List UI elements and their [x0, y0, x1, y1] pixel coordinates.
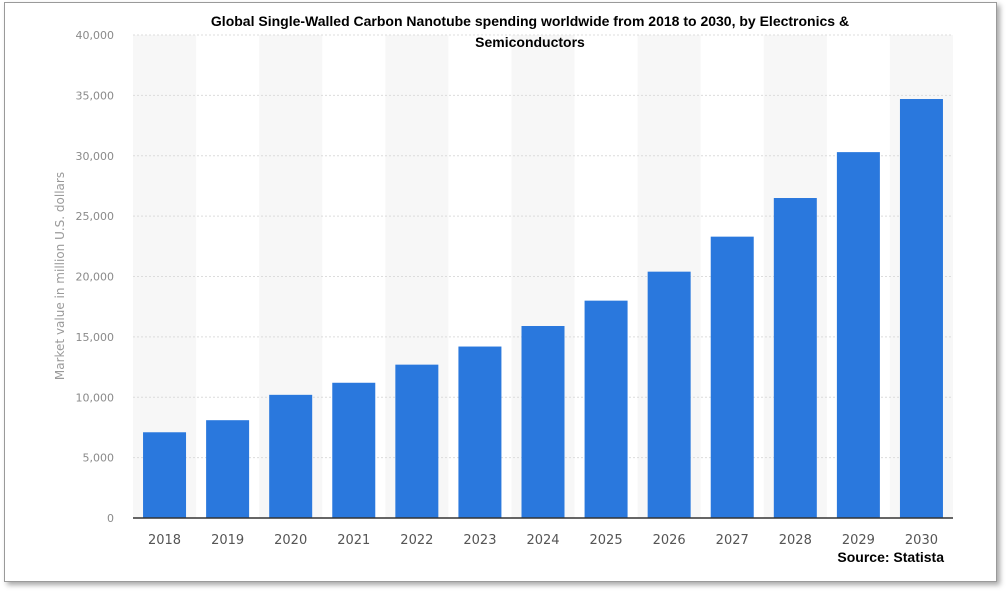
- y-tick-label: 20,000: [76, 271, 115, 284]
- bar-2019: [206, 420, 250, 518]
- y-tick-label: 15,000: [76, 331, 115, 344]
- x-tick-label: 2018: [148, 533, 181, 548]
- y-axis-label: Market value in million U.S. dollars: [53, 172, 67, 380]
- y-tick-label: 35,000: [76, 89, 115, 102]
- bar-2026: [647, 271, 691, 518]
- bar-2028: [773, 198, 817, 518]
- bar-2027: [710, 236, 754, 518]
- bar-2030: [899, 98, 943, 518]
- bar-2025: [584, 300, 628, 518]
- x-tick-label: 2024: [526, 533, 559, 548]
- x-tick-labels: 2018 2019 2020 2021 2022 2023 2024 2025 2026 2027…: [148, 533, 938, 548]
- y-tick-labels: 0 5,000 10,000 15,000 20,000 25,000 30,000 35,0…: [76, 29, 115, 525]
- x-tick-label: 2027: [716, 533, 749, 548]
- x-tick-label: 2026: [653, 533, 686, 548]
- bar-2022: [395, 364, 439, 518]
- y-tick-label: 5,000: [83, 452, 115, 465]
- x-tick-label: 2021: [337, 533, 370, 548]
- x-tick-label: 2020: [274, 533, 307, 548]
- bar-2029: [836, 152, 880, 518]
- x-tick-label: 2028: [779, 533, 812, 548]
- bar-2020: [269, 394, 313, 518]
- y-tick-label: 40,000: [76, 29, 115, 42]
- y-tick-label: 30,000: [76, 150, 115, 163]
- x-tick-label: 2029: [842, 533, 875, 548]
- x-tick-label: 2025: [590, 533, 623, 548]
- x-tick-label: 2023: [463, 533, 496, 548]
- bar-2018: [143, 432, 187, 518]
- bars: [143, 98, 943, 518]
- chart-title-line-1: Global Single-Walled Carbon Nanotube spe…: [211, 13, 849, 29]
- bar-2023: [458, 346, 502, 518]
- x-tick-label: 2030: [905, 533, 938, 548]
- x-tick-label: 2019: [211, 533, 244, 548]
- bar-2024: [521, 326, 565, 518]
- x-tick-label: 2022: [400, 533, 433, 548]
- bar-2021: [332, 382, 376, 518]
- y-tick-label: 10,000: [76, 391, 115, 404]
- source-label: Source: Statista: [837, 549, 944, 565]
- y-tick-label: 0: [107, 512, 114, 525]
- y-tick-label: 25,000: [76, 210, 115, 223]
- chart-title-line-2: Semiconductors: [475, 34, 585, 50]
